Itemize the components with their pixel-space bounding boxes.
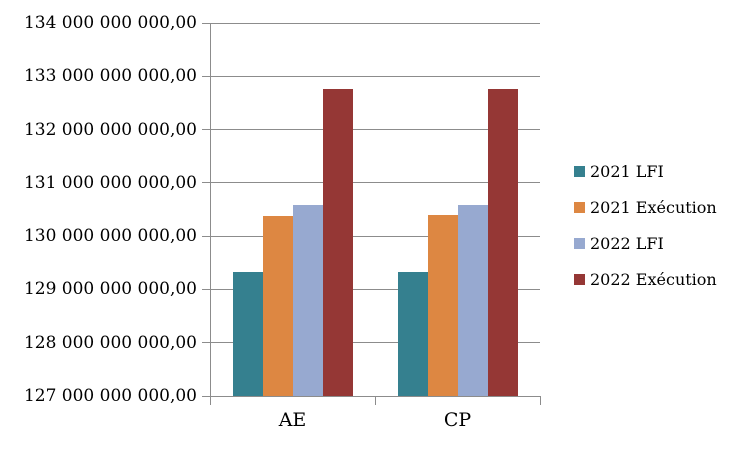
bar-2022-lfi-cp (457, 205, 488, 396)
y-axis-tick (202, 395, 210, 397)
legend-label: 2021 Exécution (590, 197, 717, 217)
y-axis-tick-label: 132 000 000 000,00 (23, 119, 197, 140)
x-axis-tick (209, 396, 211, 405)
y-axis-tick-label: 133 000 000 000,00 (23, 66, 197, 87)
x-axis-tick (374, 396, 376, 405)
y-axis-tick-label: 134 000 000 000,00 (23, 13, 197, 33)
y-axis-tick (202, 182, 210, 184)
legend-swatch-icon (574, 165, 585, 177)
legend-label: 2022 Exécution (590, 269, 717, 289)
x-axis-category-label: CP (443, 409, 472, 431)
y-axis-tick (202, 75, 210, 77)
y-axis-tick-label: 129 000 000 000,00 (23, 279, 197, 300)
y-axis-tick-label: 130 000 000 000,00 (23, 226, 197, 247)
y-axis-tick (202, 235, 210, 237)
legend-label: 2022 LFI (590, 233, 664, 253)
gridline (210, 75, 540, 77)
gridline (210, 129, 540, 131)
legend-item-2021-lfi: 2021 LFI (574, 160, 717, 182)
bar-2021-lfi-cp (397, 271, 428, 396)
y-axis-tick (202, 129, 210, 131)
bar-2022-execution-cp (487, 89, 518, 396)
legend-item-2021-execution: 2021 Exécution (574, 196, 717, 218)
y-axis-tick-label: 127 000 000 000,00 (23, 386, 197, 406)
bar-2022-lfi-ae (292, 205, 323, 396)
x-axis-category-label: AE (278, 409, 307, 431)
y-axis-tick-label: 128 000 000 000,00 (23, 332, 197, 353)
bar-2022-execution-ae (322, 89, 353, 396)
legend-item-2022-lfi: 2022 LFI (574, 232, 717, 254)
bar-2021-lfi-ae (232, 271, 263, 396)
gridline (210, 288, 540, 290)
x-axis-tick (539, 396, 541, 405)
legend-swatch-icon (574, 273, 585, 285)
legend-label: 2021 LFI (590, 161, 664, 181)
gridline (210, 342, 540, 344)
y-axis-line (209, 23, 211, 396)
y-axis-tick (202, 288, 210, 290)
y-axis-tick (202, 342, 210, 344)
chart-legend: 2021 LFI 2021 Exécution 2022 LFI 2022 Exécu… (574, 160, 717, 290)
legend-swatch-icon (574, 201, 585, 213)
bar-2021-execution-cp (427, 215, 458, 396)
legend-item-2022-execution: 2022 Exécution (574, 268, 717, 290)
gridline (210, 182, 540, 184)
gridline (210, 235, 540, 237)
y-axis-tick (202, 22, 210, 24)
bar-2021-execution-ae (262, 215, 293, 396)
y-axis-tick-label: 131 000 000 000,00 (23, 172, 197, 193)
gridline (210, 22, 540, 24)
legend-swatch-icon (574, 237, 585, 249)
